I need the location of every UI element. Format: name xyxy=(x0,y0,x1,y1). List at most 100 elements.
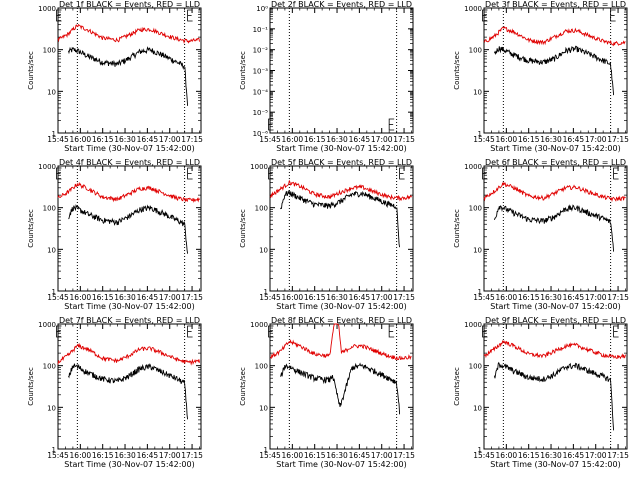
x-tick-label: 17:15 xyxy=(181,451,203,460)
y-tick-label: 10 xyxy=(47,246,56,254)
x-tick-label: 16:00 xyxy=(496,451,518,460)
x-axis-label: Start Time (30-Nov-07 15:42:00) xyxy=(64,302,194,311)
y-tick-label: 10⁻⁶ xyxy=(253,130,269,138)
y-axis-label: Counts/sec xyxy=(239,51,247,90)
panel-det-2: Det 2f BLACK = Events, RED = LLD 10⁻⁶ 10⁻⁵… xyxy=(239,0,415,153)
y-tick-label: 10⁻⁵ xyxy=(253,109,269,117)
y-tick-label: 10⁻¹ xyxy=(253,26,269,34)
x-tick-label: 16:45 xyxy=(349,293,371,302)
x-tick-label: 15:45 xyxy=(259,293,281,302)
y-tick-label: 1 xyxy=(52,288,56,296)
x-axis-label: Start Time (30-Nov-07 15:42:00) xyxy=(490,144,620,153)
x-tick-label: 16:15 xyxy=(518,451,540,460)
panel-det-3: Det 3f BLACK = Events, RED = LLD 1 10 100 10… xyxy=(453,0,629,153)
y-tick-label: 1 xyxy=(478,446,482,454)
x-tick-label: 17:00 xyxy=(585,451,607,460)
panel-det-5: Det 5f BLACK = Events, RED = LLD 1 10 100 10… xyxy=(239,158,415,311)
panel-title: Det 2f BLACK = Events, RED = LLD xyxy=(271,0,412,9)
panel-det-7: Det 7f BLACK = Events, RED = LLD 1 10 100 10… xyxy=(27,316,203,469)
y-tick-label: 100 xyxy=(469,47,482,55)
plot-frame xyxy=(57,7,202,134)
x-axis-label: Start Time (30-Nov-07 15:42:00) xyxy=(64,144,194,153)
y-tick-label: 100 xyxy=(469,363,482,371)
plot-frame xyxy=(269,323,414,450)
panel-title: Det 8f BLACK = Events, RED = LLD xyxy=(271,316,412,325)
x-tick-label: 16:30 xyxy=(326,293,348,302)
series-lld-trace xyxy=(57,23,200,44)
x-tick-label: 16:45 xyxy=(563,293,585,302)
series-lld-trace xyxy=(57,181,200,204)
y-tick-label: 100 xyxy=(43,363,56,371)
series-events-trace xyxy=(280,362,401,415)
y-axis-label: Counts/sec xyxy=(453,367,461,406)
y-tick-label: 1 xyxy=(478,130,482,138)
y-tick-label: 10⁰ xyxy=(256,5,268,13)
y-tick-label: 100 xyxy=(469,205,482,213)
series-lld-trace xyxy=(483,340,626,360)
panel-title: Det 5f BLACK = Events, RED = LLD xyxy=(271,158,412,167)
x-tick-label: 16:30 xyxy=(326,135,348,144)
panel-title: Det 7f BLACK = Events, RED = LLD xyxy=(59,316,200,325)
y-tick-label: 10 xyxy=(473,404,482,412)
x-tick-label: 16:15 xyxy=(518,293,540,302)
x-axis-label: Start Time (30-Nov-07 15:42:00) xyxy=(490,460,620,469)
x-axis-label: Start Time (30-Nov-07 15:42:00) xyxy=(276,460,406,469)
y-tick-label: 1 xyxy=(52,446,56,454)
y-tick-label: 1000 xyxy=(464,321,482,329)
y-tick-label: 1000 xyxy=(464,5,482,13)
y-tick-label: 10 xyxy=(473,246,482,254)
y-tick-label: 100 xyxy=(255,363,268,371)
y-tick-label: 100 xyxy=(255,205,268,213)
x-tick-label: 16:30 xyxy=(540,451,562,460)
x-tick-label: 16:00 xyxy=(282,135,304,144)
x-tick-label: 17:15 xyxy=(607,451,629,460)
y-tick-label: 10 xyxy=(47,404,56,412)
plot-frame xyxy=(57,323,202,450)
x-tick-label: 17:15 xyxy=(181,293,203,302)
plot-frame xyxy=(483,7,628,134)
panel-det-8: Det 8f BLACK = Events, RED = LLD 1 10 100 10… xyxy=(239,316,415,469)
y-axis-label: Counts/sec xyxy=(27,51,35,90)
series-events-trace xyxy=(494,45,615,96)
series-lld-trace xyxy=(483,26,626,47)
x-tick-label: 15:45 xyxy=(47,451,69,460)
y-tick-label: 1000 xyxy=(250,163,268,171)
x-tick-label: 16:00 xyxy=(496,293,518,302)
series-events-trace xyxy=(493,361,615,431)
x-tick-label: 16:45 xyxy=(563,135,585,144)
x-tick-label: 16:00 xyxy=(70,135,92,144)
y-tick-label: 1 xyxy=(52,130,56,138)
x-tick-label: 17:00 xyxy=(159,293,181,302)
x-tick-label: 16:30 xyxy=(326,451,348,460)
y-axis-label: Counts/sec xyxy=(239,367,247,406)
x-tick-label: 16:00 xyxy=(496,135,518,144)
x-tick-label: 15:45 xyxy=(473,135,495,144)
y-tick-label: 10 xyxy=(259,246,268,254)
x-tick-label: 16:15 xyxy=(518,135,540,144)
x-tick-label: 17:15 xyxy=(607,135,629,144)
y-tick-label: 1000 xyxy=(38,5,56,13)
series-lld-trace xyxy=(483,181,626,203)
panel-title: Det 4f BLACK = Events, RED = LLD xyxy=(59,158,200,167)
y-tick-label: 10 xyxy=(473,88,482,96)
y-tick-label: 10⁻³ xyxy=(253,68,269,76)
y-tick-label: 1000 xyxy=(38,321,56,329)
panel-title: Det 6f BLACK = Events, RED = LLD xyxy=(485,158,626,167)
series-lld-trace xyxy=(269,179,412,202)
series-lld-trace xyxy=(57,342,200,366)
x-tick-label: 15:45 xyxy=(47,293,69,302)
y-axis-label: Counts/sec xyxy=(27,209,35,248)
plot-frame xyxy=(483,165,628,292)
y-tick-label: 10 xyxy=(47,88,56,96)
x-axis-label: Start Time (30-Nov-07 15:42:00) xyxy=(276,144,406,153)
y-tick-label: 10⁻² xyxy=(253,47,269,55)
x-tick-label: 17:00 xyxy=(371,451,393,460)
y-tick-label: 10⁻⁴ xyxy=(253,88,269,96)
x-tick-label: 16:45 xyxy=(349,135,371,144)
x-tick-label: 17:00 xyxy=(585,135,607,144)
x-tick-label: 17:00 xyxy=(585,293,607,302)
x-tick-label: 15:45 xyxy=(47,135,69,144)
x-tick-label: 16:30 xyxy=(540,293,562,302)
x-tick-label: 16:30 xyxy=(114,293,136,302)
